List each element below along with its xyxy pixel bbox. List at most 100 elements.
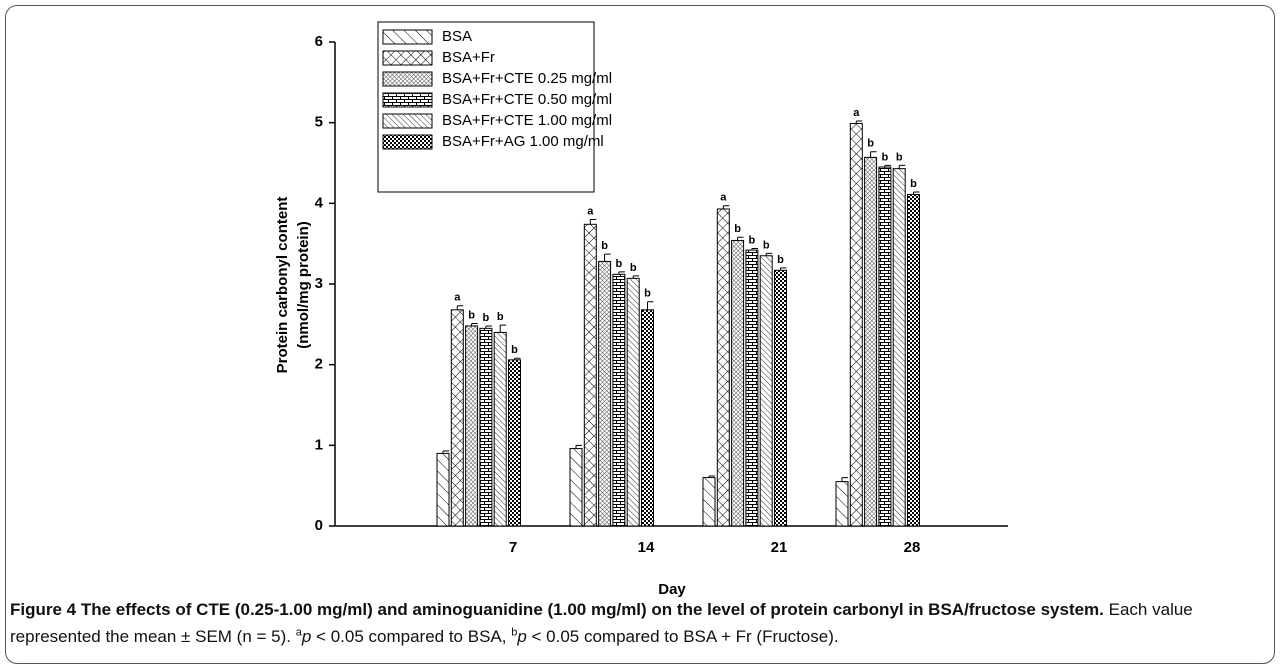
significance-letter: b: [511, 344, 518, 356]
significance-letter: a: [454, 292, 461, 304]
figure-frame: [5, 5, 1275, 664]
bar: [626, 277, 640, 527]
error-bar: [780, 267, 787, 271]
significance-letter: a: [853, 107, 860, 119]
caption-body: Each value represented the mean ± SEM (n…: [10, 600, 1198, 646]
bar: [479, 327, 493, 527]
legend-swatch: [382, 29, 433, 45]
legend-label: BSA+Fr+CTE 0.50 mg/ml: [442, 91, 612, 108]
error-bar: [575, 444, 582, 449]
legend-label: BSA+Fr+CTE 1.00 mg/ml: [442, 112, 612, 129]
bar: [745, 249, 759, 527]
legend-label: BSA: [442, 28, 472, 45]
error-bar: [737, 236, 744, 241]
error-bar: [442, 450, 449, 454]
caption-text: a: [295, 626, 302, 638]
y-axis-label: Protein carbonyl content: [274, 197, 291, 374]
significance-letter: b: [882, 151, 889, 163]
bar: [864, 156, 878, 527]
error-bar: [855, 120, 863, 124]
error-bar: [514, 357, 521, 360]
caption-text: Each value represented the mean ± SEM (n…: [10, 600, 1198, 646]
error-bar: [485, 325, 492, 329]
caption-text: < 0.05 compared to BSA,: [311, 626, 512, 646]
error-bar: [884, 164, 891, 168]
significance-letter: b: [497, 311, 504, 323]
significance-letter: b: [910, 178, 917, 190]
legend-label: BSA+Fr+AG 1.00 mg/ml: [442, 133, 604, 150]
legend-swatch: [382, 50, 433, 66]
error-bar: [708, 475, 715, 478]
bar: [450, 309, 464, 527]
bar: [702, 477, 716, 527]
x-tick-label: 14: [638, 539, 655, 556]
bar: [465, 325, 479, 527]
y-tick-label: 1: [315, 436, 323, 453]
bar: [907, 193, 920, 527]
x-tick-label: 28: [904, 539, 921, 556]
error-bar: [722, 205, 730, 209]
significance-letter: b: [601, 240, 608, 252]
significance-letter: b: [749, 234, 756, 246]
legend-swatch: [382, 71, 433, 87]
y-tick-label: 2: [315, 356, 323, 373]
x-tick-label: 7: [509, 539, 517, 556]
bar: [759, 255, 773, 527]
caption-text: p: [517, 626, 527, 646]
significance-letter: b: [616, 258, 623, 270]
error-bar: [913, 191, 920, 195]
x-axis-label: Day: [658, 581, 686, 598]
error-bar: [898, 164, 906, 169]
error-bar: [841, 477, 848, 482]
bar: [878, 166, 892, 527]
bar: [731, 239, 745, 527]
significance-letter: b: [867, 138, 874, 150]
significance-letter: b: [644, 288, 651, 300]
significance-letter: b: [630, 262, 637, 274]
caption-text: b: [511, 626, 518, 638]
chart: Day Protein carbonyl content (nmol/mg pr…: [274, 21, 1008, 598]
bar: [716, 208, 730, 527]
error-bar: [499, 324, 507, 333]
error-bar: [751, 248, 758, 251]
error-bar: [618, 271, 625, 275]
legend-label: BSA+Fr+CTE 0.25 mg/ml: [442, 70, 612, 87]
significance-letter: b: [468, 309, 475, 321]
x-tick-label: 21: [771, 539, 788, 556]
bar: [849, 122, 863, 527]
legend-swatch: [382, 134, 433, 150]
error-bar: [471, 323, 478, 326]
caption-title: The effects of CTE (0.25-1.00 mg/ml) and…: [80, 600, 1104, 619]
significance-letter: a: [720, 192, 727, 204]
significance-letter: b: [483, 312, 490, 324]
y-tick-label: 0: [315, 517, 323, 534]
y-tick-label: 4: [315, 194, 324, 211]
bar: [436, 452, 450, 527]
y-tick-label: 5: [315, 114, 323, 131]
significance-letter: a: [587, 205, 594, 217]
significance-letter: b: [734, 223, 741, 235]
caption: Figure 4 The effects of CTE (0.25-1.00 m…: [10, 598, 1272, 648]
error-bar: [604, 253, 611, 262]
bar: [892, 168, 906, 527]
legend-label: BSA+Fr: [442, 49, 495, 66]
caption-text: < 0.05 compared to BSA + Fr (Fructose).: [526, 626, 839, 646]
legend-swatch: [382, 113, 433, 129]
bar: [835, 481, 849, 527]
error-bar: [647, 301, 654, 310]
error-bar: [632, 275, 640, 279]
bar: [569, 448, 583, 527]
error-bar: [870, 151, 877, 158]
y-axis-label: (nmol/mg protein): [295, 221, 312, 349]
error-bar: [456, 305, 464, 310]
bar: [583, 223, 597, 527]
bar: [612, 273, 626, 527]
significance-letter: b: [896, 151, 903, 163]
y-tick-label: 6: [315, 33, 323, 50]
significance-letter: b: [763, 239, 770, 251]
caption-text: p: [301, 626, 312, 646]
bar: [493, 331, 507, 527]
bar: [508, 359, 521, 527]
error-bar: [765, 252, 773, 256]
error-bar: [589, 218, 597, 225]
